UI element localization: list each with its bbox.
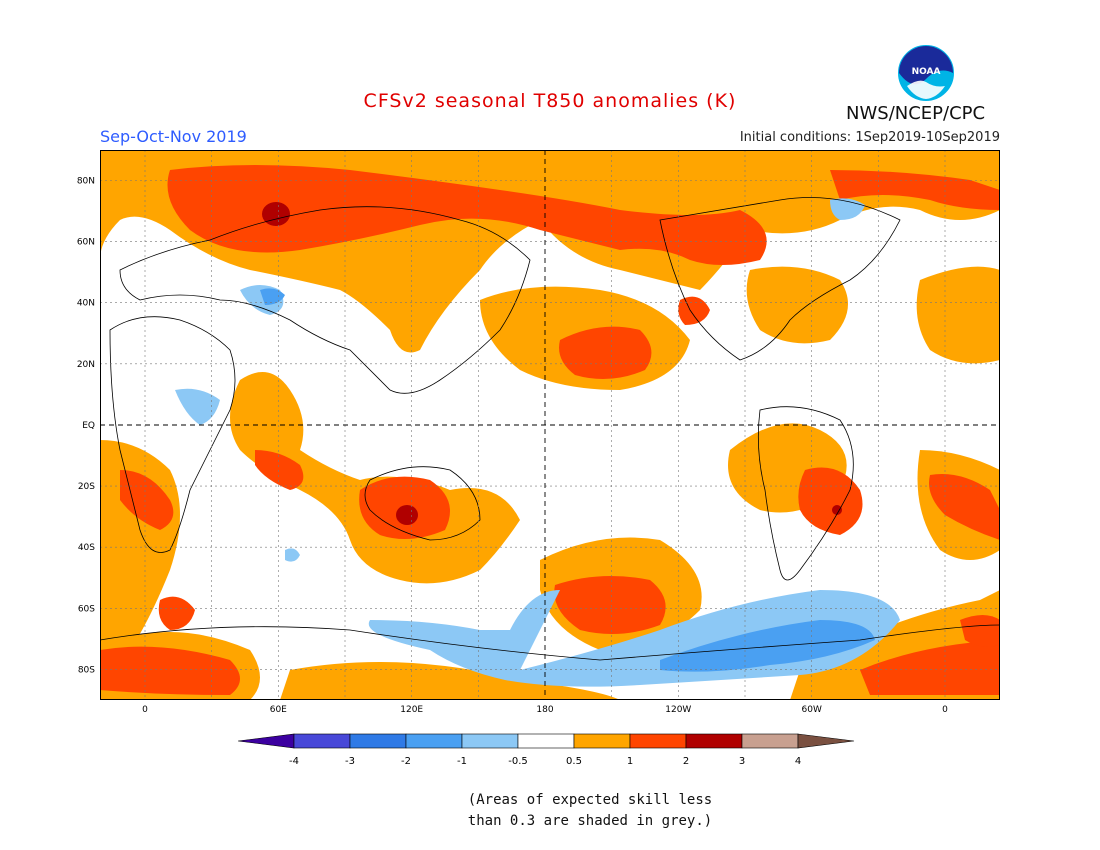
anomaly-hot-regions [100, 165, 1000, 695]
colorbar-box [629, 733, 687, 749]
agency-label: NWS/NCEP/CPC [846, 103, 986, 124]
colorbar-label: 1 [627, 756, 633, 767]
lon-label: 120E [400, 705, 423, 715]
longitude-labels: 0 60E 120E 180 120W 60W 0 [142, 705, 948, 715]
anomaly-cold-regions [260, 288, 875, 672]
colorbar: -4 -3 -2 -1 -0.5 0.5 1 2 3 4 [238, 733, 855, 767]
colorbar-label: -4 [289, 756, 299, 767]
reference-lines [100, 150, 1000, 700]
colorbar-box [349, 733, 407, 749]
colorbar-box [293, 733, 351, 749]
lat-label: 20S [78, 482, 95, 492]
colorbar-box [517, 733, 575, 749]
lat-label: EQ [82, 421, 95, 431]
map-title: CFSv2 seasonal T850 anomalies (K) [363, 90, 737, 112]
colorbar-label: -3 [345, 756, 355, 767]
colorbar-label: 0.5 [566, 756, 582, 767]
noaa-logo-text: NOAA [912, 67, 941, 77]
lon-label: 60W [802, 705, 822, 715]
colorbar-label: -0.5 [508, 756, 528, 767]
footnote-line-2: than 0.3 are shaded in grey.) [467, 813, 713, 829]
lon-label: 120W [665, 705, 691, 715]
anomaly-very-hot-regions [262, 202, 842, 525]
lat-label: 80N [77, 177, 95, 187]
lat-label: 80S [78, 665, 95, 675]
initial-conditions: Initial conditions: 1Sep2019-10Sep2019 [739, 130, 1000, 145]
lon-label: 0 [142, 705, 148, 715]
map-frame [100, 150, 1000, 700]
colorbar-box [685, 733, 743, 749]
lat-label: 60S [78, 604, 95, 614]
grid-lines [100, 150, 1000, 700]
colorbar-label: 4 [795, 756, 801, 767]
colorbar-box [405, 733, 463, 749]
colorbar-label: -1 [457, 756, 467, 767]
colorbar-label: 2 [683, 756, 689, 767]
colorbar-box [573, 733, 631, 749]
footnote-line-1: (Areas of expected skill less [467, 792, 713, 808]
colorbar-label: -2 [401, 756, 411, 767]
coastlines [100, 197, 1000, 661]
skill-footnote: (Areas of expected skill less than 0.3 a… [380, 790, 800, 832]
lat-label: 40S [78, 543, 95, 553]
colorbar-box [741, 733, 799, 749]
latitude-labels: 80N 60N 40N 20N EQ 20S 40S 60S 80S [77, 177, 95, 676]
lon-label: 0 [942, 705, 948, 715]
lat-label: 60N [77, 238, 95, 248]
map-axes: 80N 60N 40N 20N EQ 20S 40S 60S 80S 0 60E 120E 180 12… [77, 177, 948, 716]
lat-label: 40N [77, 299, 95, 309]
colorbar-arrow-low [238, 733, 295, 749]
colorbar-arrow-high [797, 733, 855, 749]
colorbar-label: 3 [739, 756, 745, 767]
lon-label: 180 [536, 705, 553, 715]
lat-label: 20N [77, 360, 95, 370]
season-label: Sep-Oct-Nov 2019 [100, 127, 247, 146]
colorbar-box [461, 733, 519, 749]
noaa-logo: NOAA [896, 43, 956, 103]
lon-label: 60E [270, 705, 287, 715]
anomaly-map [100, 150, 1000, 700]
